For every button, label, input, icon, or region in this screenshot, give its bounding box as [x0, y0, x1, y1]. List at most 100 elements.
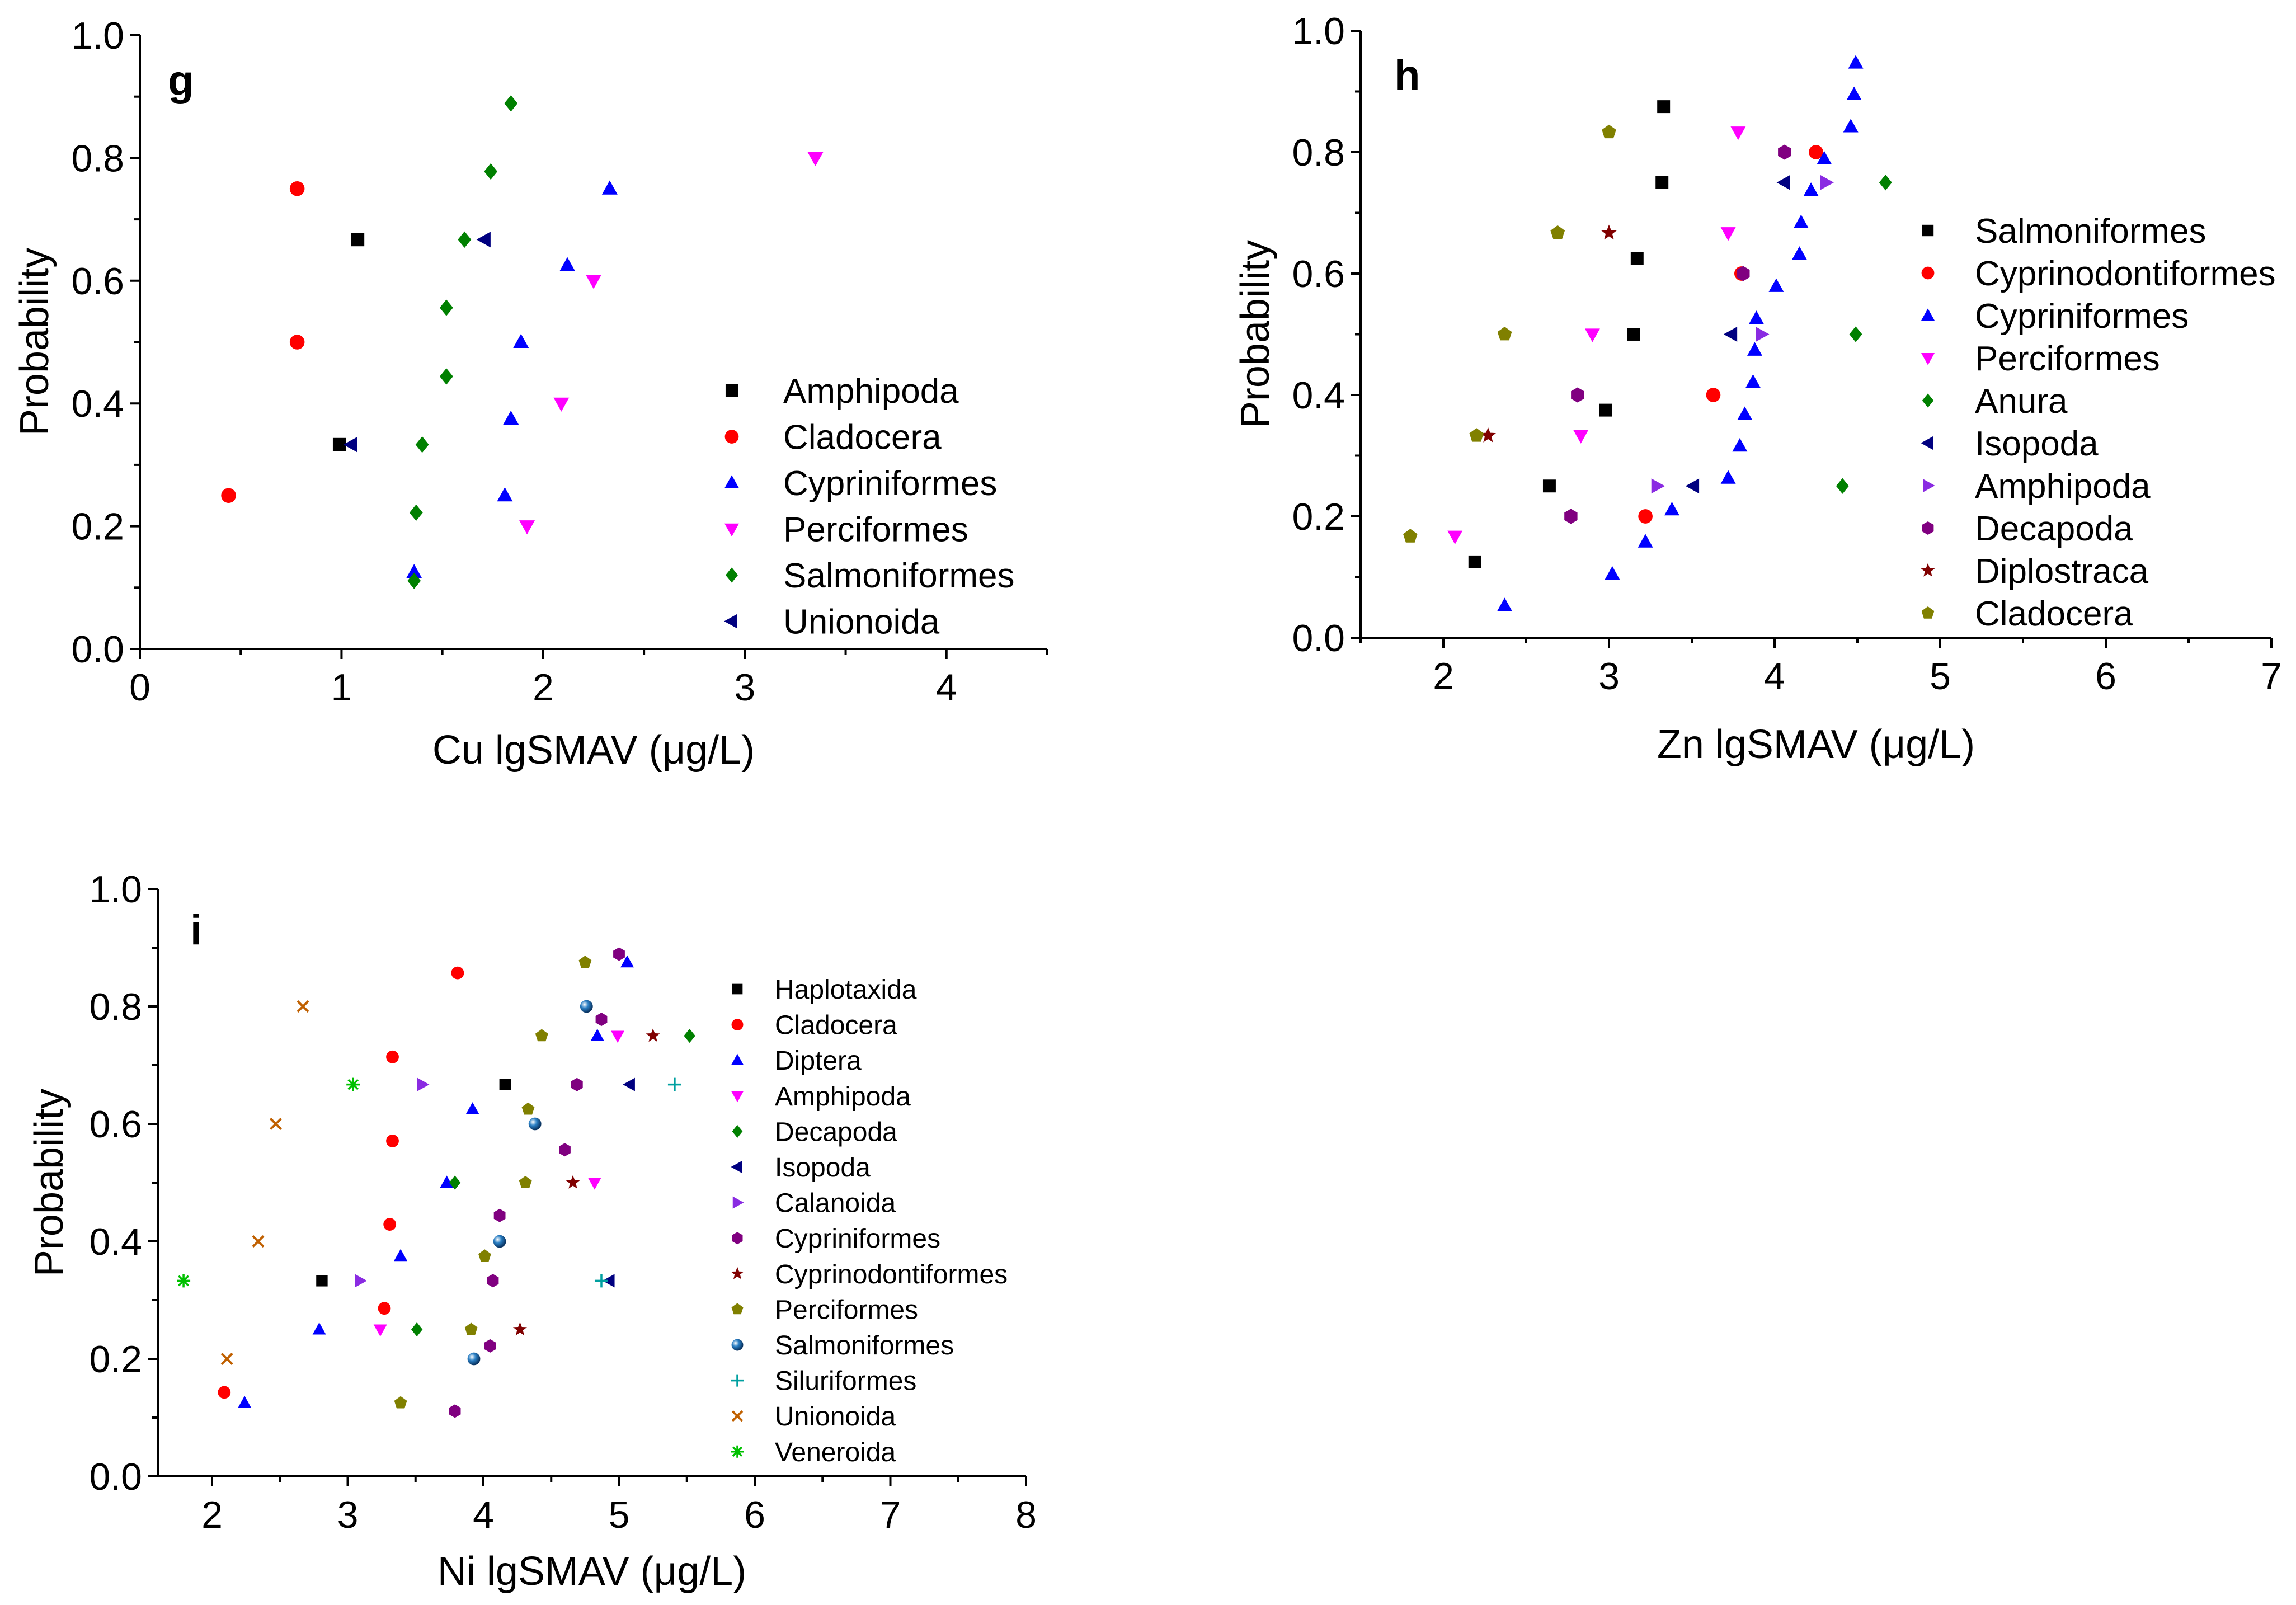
legend-marker-isopoda — [731, 1161, 742, 1173]
y-tick-label: 1.0 — [71, 15, 124, 57]
y-tick-label: 0.0 — [89, 1456, 142, 1498]
legend-label-isopoda: Isopoda — [775, 1153, 871, 1183]
panel-letter: h — [1394, 51, 1420, 99]
y-tick-label: 0.4 — [71, 383, 124, 425]
data-point-amphipoda — [373, 1324, 387, 1337]
x-tick-label: 7 — [880, 1494, 901, 1536]
y-axis-title: Probability — [27, 1089, 72, 1277]
series-amphipoda — [1651, 175, 1834, 494]
data-point-cladocera — [218, 1386, 231, 1399]
data-point-decapoda — [411, 1322, 423, 1337]
legend: Amphipoda Cladocera Cypriniformes Perciform… — [724, 372, 1014, 642]
legend-marker-decapoda — [732, 1124, 743, 1138]
legend-label-amphipoda: Amphipoda — [1975, 467, 2151, 506]
legend-label-perciformes: Perciformes — [783, 511, 968, 549]
legend: Salmoniformes Cyprinodontiformes Cyprinifo… — [1921, 212, 2276, 633]
x-tick-label: 3 — [1598, 655, 1620, 698]
series-veneroida — [177, 1077, 360, 1288]
data-point-perciformes — [519, 520, 535, 535]
data-point-decapoda — [449, 1175, 461, 1190]
series-decapoda — [411, 1028, 695, 1337]
data-point-isopoda — [1776, 175, 1790, 190]
data-point-cladocera — [289, 181, 305, 196]
legend-label-cypriniformes: Cypriniformes — [775, 1224, 940, 1254]
data-point-cypriniformes — [1791, 246, 1807, 260]
data-point-isopoda — [1685, 478, 1700, 494]
data-point-perciformes — [535, 1029, 548, 1042]
x-tick-label: 3 — [734, 666, 755, 709]
data-point-cypriniformes — [1848, 55, 1864, 69]
data-point-diplostraca — [1480, 427, 1496, 443]
series-cladocera — [221, 181, 305, 503]
data-point-salmoniformes — [528, 1117, 542, 1131]
data-point-cladocera — [221, 488, 236, 503]
legend-label-salmoniformes: Salmoniformes — [775, 1331, 954, 1361]
legend-label-unionoida: Unionoida — [775, 1402, 896, 1432]
series-cladocera — [218, 966, 464, 1399]
x-tick-label: 2 — [533, 666, 554, 709]
data-point-cladocera — [1497, 327, 1512, 341]
data-point-cypriniformes — [559, 257, 576, 271]
data-point-veneroida — [177, 1274, 191, 1288]
legend-marker-anura — [1922, 393, 1934, 408]
legend-marker-cypriniformes — [1921, 308, 1935, 321]
data-point-perciformes — [807, 152, 824, 167]
x-tick-label: 0 — [129, 666, 150, 709]
data-point-diptera — [440, 1175, 454, 1188]
data-point-cypriniformes — [503, 410, 519, 425]
data-point-siluriformes — [667, 1077, 681, 1091]
x-tick-label: 8 — [1015, 1494, 1037, 1536]
data-point-decapoda — [684, 1028, 695, 1043]
panel-h: 0.0 0.2 0.4 0.6 0.8 1.0 2 3 4 5 6 7 Zn lgSMAV (μg/L)… — [1233, 10, 2282, 767]
legend-label-salmoniformes: Salmoniformes — [1975, 212, 2206, 251]
data-point-salmoniformes — [1468, 555, 1481, 568]
data-point-cypriniformes — [1803, 182, 1819, 196]
legend-label-calanoida: Calanoida — [775, 1189, 896, 1218]
data-point-cypriniformes — [484, 1339, 496, 1353]
legend-label-decapoda: Decapoda — [775, 1117, 897, 1147]
series-salmoniformes — [467, 1000, 593, 1366]
legend-label-amphipoda: Amphipoda — [775, 1082, 911, 1112]
y-tick-label: 0.0 — [71, 628, 124, 671]
data-point-cladocera — [386, 1050, 399, 1063]
data-point-cypriniformes — [601, 180, 618, 195]
legend-marker-perciformes — [731, 1303, 744, 1315]
legend-label-cladocera: Cladocera — [783, 418, 942, 457]
data-point-cyprinodontiformes — [1809, 145, 1823, 159]
panel-letter: g — [168, 57, 194, 105]
data-point-cladocera — [1403, 529, 1418, 543]
data-point-calanoida — [417, 1077, 430, 1091]
series-perciformes — [394, 956, 592, 1409]
data-point-unionoida — [297, 1000, 309, 1013]
data-point-cyprinodontiformes — [1706, 388, 1721, 402]
data-point-cypriniformes — [1748, 310, 1764, 324]
data-point-perciformes — [1573, 430, 1589, 444]
series-isopoda — [1685, 175, 1790, 494]
data-point-salmoniformes — [409, 504, 423, 521]
y-tick-label: 0.8 — [71, 137, 124, 180]
data-point-salmoniformes — [580, 1000, 593, 1013]
data-point-unionoida — [343, 436, 357, 453]
x-axis-title: Cu lgSMAV (μg/L) — [432, 728, 755, 773]
legend-marker-cyprinodontiformes — [1921, 266, 1935, 280]
data-point-cypriniformes — [497, 487, 513, 502]
legend-marker-haplotaxida — [732, 983, 743, 995]
panel-g: 0.0 0.2 0.4 0.6 0.8 1.0 0 1 2 3 4 Cu lgSMAV (μg/L) P… — [12, 15, 1048, 773]
y-tick-label: 0.8 — [89, 986, 142, 1028]
legend-marker-perciformes — [1921, 353, 1935, 365]
data-point-amphipoda — [351, 233, 365, 247]
legend-label-isopoda: Isopoda — [1975, 425, 2099, 463]
data-point-salmoniformes — [467, 1352, 481, 1366]
data-point-cladocera — [378, 1302, 391, 1315]
legend-marker-salmoniformes — [731, 1339, 744, 1351]
data-point-diptera — [590, 1028, 604, 1041]
data-point-unionoida — [476, 232, 491, 248]
series-perciformes — [519, 152, 824, 535]
data-point-salmoniformes — [1630, 252, 1644, 265]
data-point-unionoida — [220, 1352, 233, 1366]
legend-label-cypriniformes: Cypriniformes — [783, 464, 997, 503]
data-point-salmoniformes — [484, 163, 498, 180]
legend-label-anura: Anura — [1975, 382, 2068, 421]
legend-label-cladocera: Cladocera — [1975, 595, 2133, 633]
